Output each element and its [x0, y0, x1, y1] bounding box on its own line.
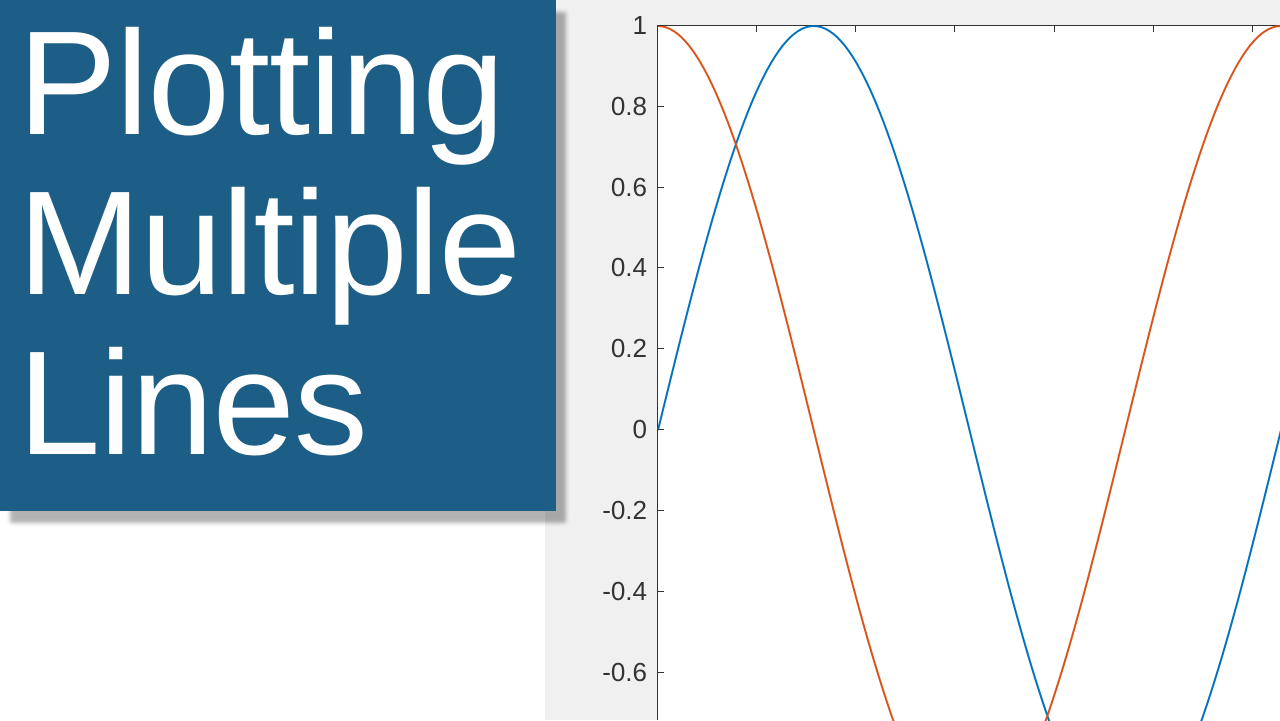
ytick-label: 0.8 [587, 91, 647, 122]
plot-area [657, 25, 1280, 720]
xtick-mark [1054, 25, 1055, 32]
ytick-label: 0.4 [587, 252, 647, 283]
title-panel: PlottingMultipleLines [0, 0, 556, 511]
xtick-mark [756, 25, 757, 32]
series-sin [658, 26, 1280, 721]
ytick-mark [657, 591, 664, 592]
ytick-label: 1 [587, 10, 647, 41]
ytick-label: -0.2 [587, 495, 647, 526]
ytick-mark [657, 510, 664, 511]
ytick-mark [657, 429, 664, 430]
ytick-label: -0.6 [587, 657, 647, 688]
xtick-mark [1153, 25, 1154, 32]
ytick-mark [657, 25, 664, 26]
ytick-label: -0.4 [587, 576, 647, 607]
ytick-mark [657, 348, 664, 349]
series-cos [658, 26, 1280, 721]
ytick-mark [657, 672, 664, 673]
xtick-mark [1252, 25, 1253, 32]
ytick-mark [657, 267, 664, 268]
title-text: PlottingMultipleLines [18, 4, 536, 483]
ytick-mark [657, 187, 664, 188]
ytick-mark [657, 106, 664, 107]
xtick-mark [855, 25, 856, 32]
ytick-label: 0.6 [587, 172, 647, 203]
chart-lines [658, 26, 1280, 721]
ytick-label: 0.2 [587, 333, 647, 364]
xtick-mark [954, 25, 955, 32]
ytick-label: 0 [587, 414, 647, 445]
